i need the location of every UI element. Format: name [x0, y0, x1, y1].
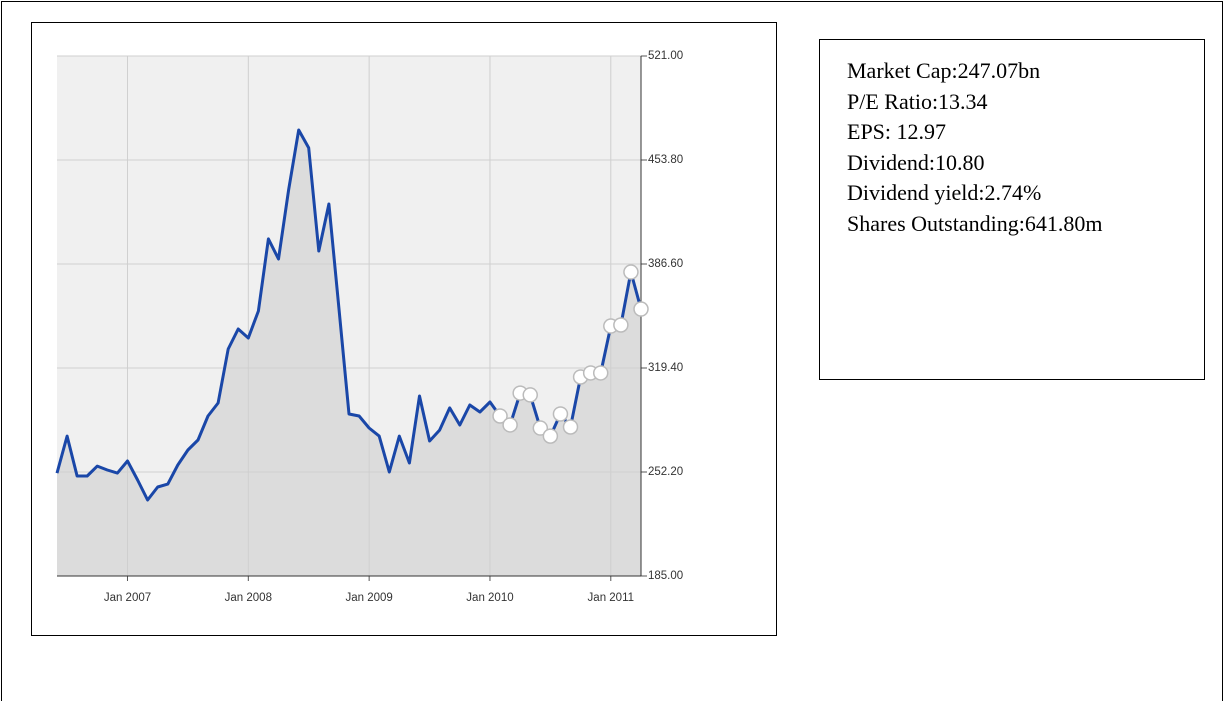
y-tick-label: 252.20	[648, 466, 683, 478]
area	[57, 130, 641, 576]
point-marker	[613, 317, 629, 333]
y-tick-label: 185.00	[648, 570, 683, 582]
point-marker	[552, 406, 569, 422]
info-line: Shares Outstanding:641.80m	[847, 210, 1103, 236]
x-tick-label: Jan 2008	[225, 592, 272, 604]
x-tick-label: Jan 2007	[104, 592, 151, 604]
info-line: Dividend:10.80	[847, 149, 985, 175]
y-tick-label: 453.80	[648, 154, 683, 166]
info-line: Market Cap:247.07bn	[847, 58, 1041, 83]
chart-box	[31, 22, 777, 636]
point-marker	[532, 420, 549, 436]
x-tick-label: Jan 2009	[345, 592, 392, 604]
y-tick-label: 319.40	[648, 362, 683, 374]
point-marker	[592, 365, 609, 381]
y-tick-label: 521.00	[648, 50, 683, 62]
info-panel: Market Cap:247.07bn P/E Ratio:13.34 EPS: 1…	[819, 39, 1205, 380]
point-marker	[542, 428, 559, 444]
point-marker	[502, 417, 518, 433]
info-line: EPS: 12.97	[847, 119, 947, 145]
point-marker	[633, 301, 649, 317]
info-line: P/E Ratio:13.34	[847, 88, 988, 114]
point-marker	[623, 264, 639, 280]
point-marker	[492, 408, 508, 424]
point-marker	[522, 387, 538, 403]
info-line: Dividend yield:2.74%	[847, 180, 1042, 206]
y-tick-label: 386.60	[648, 258, 683, 270]
point-marker	[562, 419, 579, 435]
x-tick-label: Jan 2011	[588, 592, 634, 604]
x-tick-label: Jan 2010	[466, 592, 513, 604]
